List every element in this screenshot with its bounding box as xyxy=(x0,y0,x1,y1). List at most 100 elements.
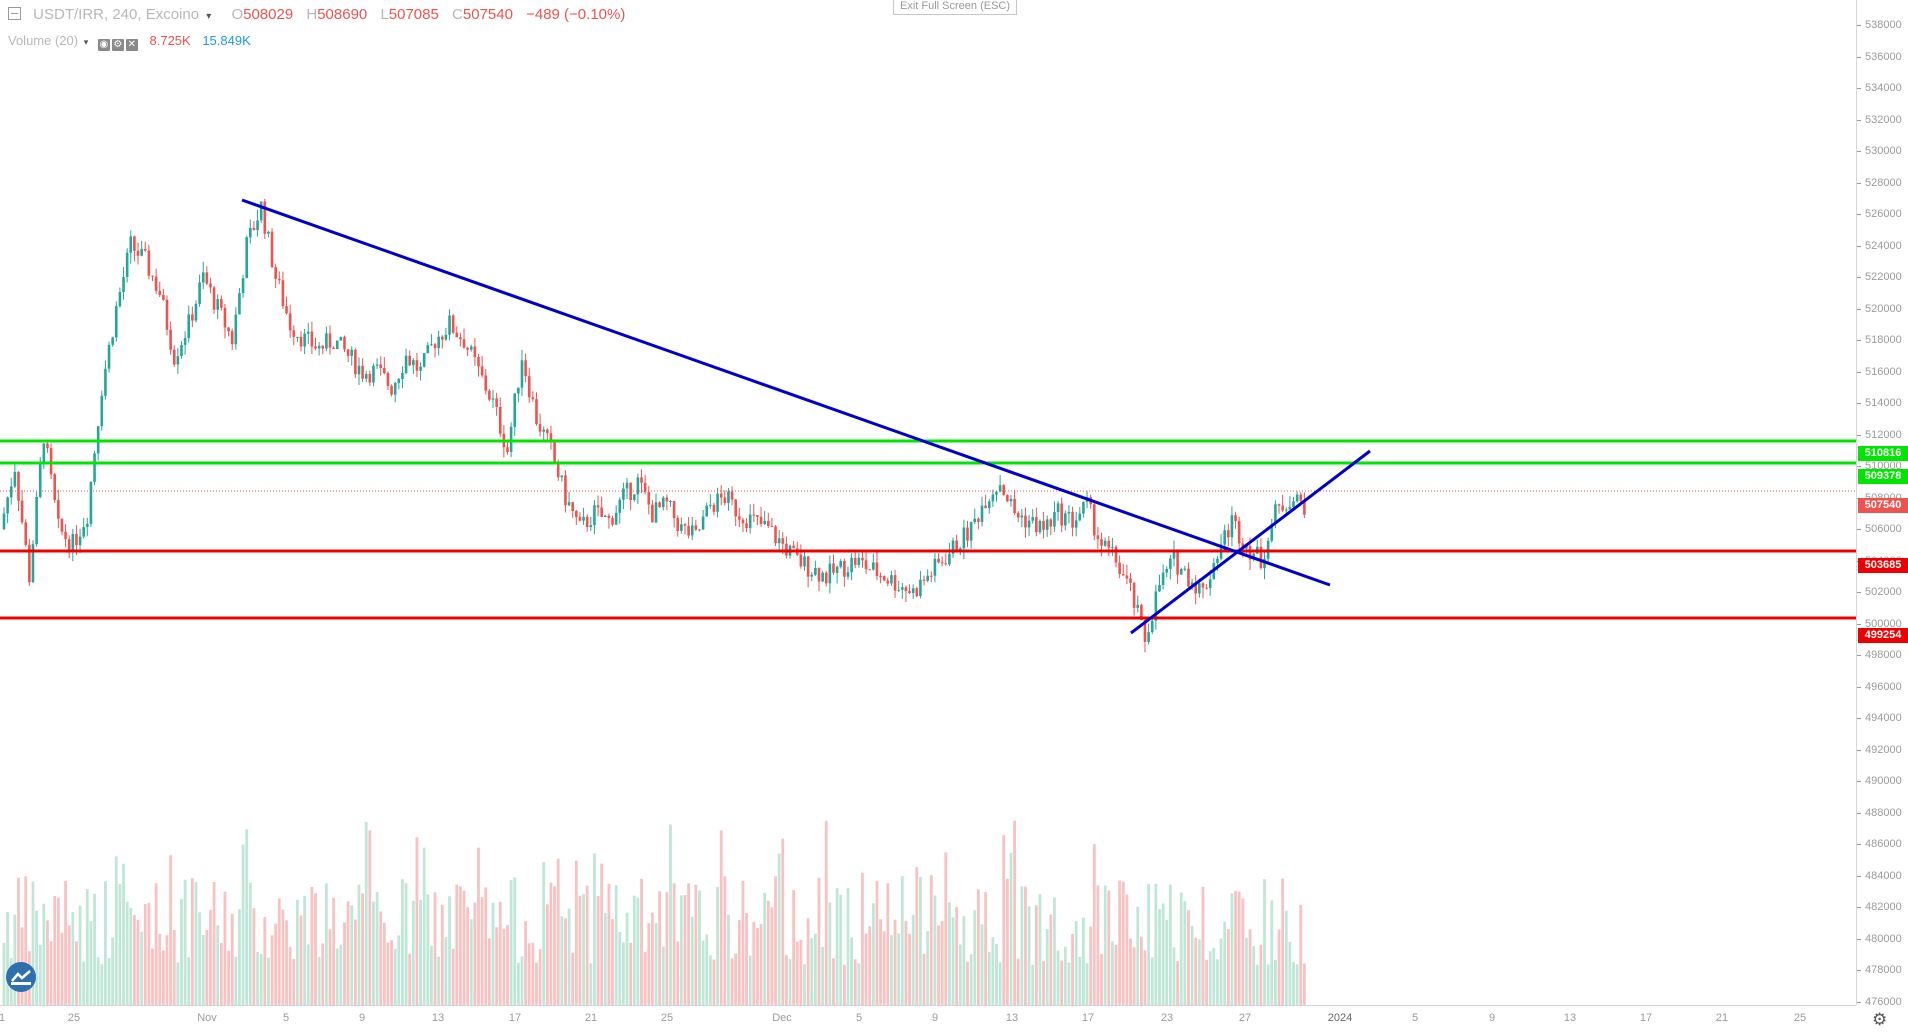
volume-bar xyxy=(1009,852,1013,1005)
volume-bar xyxy=(440,904,444,1005)
time-tick-label: 5 xyxy=(855,1012,863,1024)
volume-bar xyxy=(1074,921,1078,1005)
candle-body xyxy=(723,497,727,504)
price-tick-label: 530000 xyxy=(1857,145,1902,157)
time-axis[interactable]: 1 25 Nov 5 9 13 17 21 25 Dec 5 9 13 17 23 27 2024 5 9 13 17 2… xyxy=(0,1005,1856,1033)
ascending-trendline[interactable] xyxy=(1130,449,1371,635)
time-tick-label: 27 xyxy=(1238,1012,1252,1024)
candle-body xyxy=(680,524,683,531)
volume-bar xyxy=(556,858,560,1005)
volume-bar xyxy=(727,914,730,1005)
volume-bar xyxy=(75,941,78,1005)
candle-body xyxy=(444,334,448,340)
volume-bar xyxy=(49,941,53,1005)
candle-body xyxy=(205,272,209,284)
collapse-legend-icon[interactable] xyxy=(8,7,21,20)
volume-bar xyxy=(589,963,593,1005)
candle-body xyxy=(839,561,843,567)
candle-body xyxy=(303,333,306,347)
exit-fullscreen-button[interactable]: Exit Full Screen (ESC) xyxy=(893,0,1018,15)
tradingview-logo-icon[interactable] xyxy=(6,962,36,992)
close-icon[interactable]: ✕ xyxy=(125,39,138,51)
candle-body xyxy=(256,220,259,231)
candle-body xyxy=(1096,535,1100,540)
volume-bar xyxy=(38,944,42,1005)
chevron-down-icon[interactable]: ▾ xyxy=(206,11,212,22)
candle-body xyxy=(824,572,828,584)
chart-area[interactable]: USDT/IRR, 240, Excoino ▾ O508029 H508690… xyxy=(0,0,1856,1005)
volume-bar xyxy=(632,895,636,1005)
volume-bar xyxy=(190,878,194,1005)
volume-bar xyxy=(1118,880,1122,1005)
price-axis[interactable]: 538000 536000 534000 532000 530000 528000 5260… xyxy=(1856,0,1908,1008)
price-tick-label: 502000 xyxy=(1857,586,1902,598)
gear-icon[interactable]: ⚙ xyxy=(111,39,124,51)
volume-bar xyxy=(415,837,419,1005)
volume-bar xyxy=(216,925,220,1005)
volume-label[interactable]: Volume (20) xyxy=(8,33,79,48)
descending-trendline[interactable] xyxy=(241,198,1331,587)
time-tick-label: 21 xyxy=(1715,1012,1729,1024)
candle-body xyxy=(908,591,911,594)
candle-body xyxy=(1049,519,1053,527)
candle-body xyxy=(506,447,509,452)
volume-bar xyxy=(607,883,611,1005)
volume-bar xyxy=(1060,960,1064,1005)
volume-bar xyxy=(506,924,509,1005)
volume-bar xyxy=(451,948,455,1005)
candle-body xyxy=(520,360,524,388)
volume-bar xyxy=(1121,881,1125,1005)
candle-body xyxy=(1165,568,1169,573)
volume-bar xyxy=(1295,964,1299,1005)
volume-bar xyxy=(828,902,832,1005)
time-tick-label: 5 xyxy=(282,1012,290,1024)
volume-bar xyxy=(466,907,470,1005)
volume-bar xyxy=(513,877,517,1005)
candle-body xyxy=(712,504,716,512)
volume-bar xyxy=(183,879,187,1005)
symbol-title[interactable]: USDT/IRR, 240, Excoino xyxy=(33,6,200,23)
candle-body xyxy=(1205,587,1208,589)
candle-body xyxy=(209,283,212,288)
candle-body xyxy=(433,344,437,349)
volume-bar xyxy=(397,935,401,1005)
candle-body xyxy=(462,339,466,348)
time-tick-label: 17 xyxy=(1081,1012,1095,1024)
volume-bar xyxy=(785,955,788,1005)
price-tick-label: 536000 xyxy=(1857,50,1902,63)
candle-body xyxy=(1067,511,1071,514)
time-tick-label: 9 xyxy=(931,1012,939,1024)
candle-body xyxy=(614,512,618,525)
candle-body xyxy=(350,349,354,356)
volume-bar xyxy=(781,838,785,1005)
candle-body xyxy=(368,373,372,383)
volume-bar xyxy=(708,955,712,1005)
candle-body xyxy=(1299,494,1303,501)
candle-body xyxy=(1223,530,1226,545)
candle-body xyxy=(1292,501,1295,508)
volume-bar xyxy=(71,912,75,1005)
volume-bar xyxy=(56,897,60,1005)
candle-body xyxy=(1295,494,1299,502)
volume-bar xyxy=(549,882,553,1005)
candle-body xyxy=(440,336,444,340)
price-tag-509378: 509378 xyxy=(1858,468,1908,484)
candle-body xyxy=(267,231,270,234)
volume-bar xyxy=(658,891,662,1005)
candle-body xyxy=(1303,500,1306,515)
candle-body xyxy=(1284,509,1288,511)
chevron-down-icon[interactable]: ▾ xyxy=(83,37,89,47)
price-tick-label: 516000 xyxy=(1857,365,1902,378)
price-chart[interactable] xyxy=(0,0,1856,1005)
candle-body xyxy=(1107,540,1111,548)
candle-body xyxy=(419,366,422,371)
volume-bar xyxy=(375,892,379,1005)
candle-body xyxy=(1074,520,1078,528)
candle-body xyxy=(111,337,114,345)
volume-bar xyxy=(792,890,796,1005)
volume-bar xyxy=(933,895,937,1005)
candle-body xyxy=(600,507,603,517)
eye-icon[interactable]: ◉ xyxy=(97,39,110,51)
settings-gear-icon[interactable]: ⚙ xyxy=(1872,1010,1888,1029)
candle-body xyxy=(636,477,640,495)
